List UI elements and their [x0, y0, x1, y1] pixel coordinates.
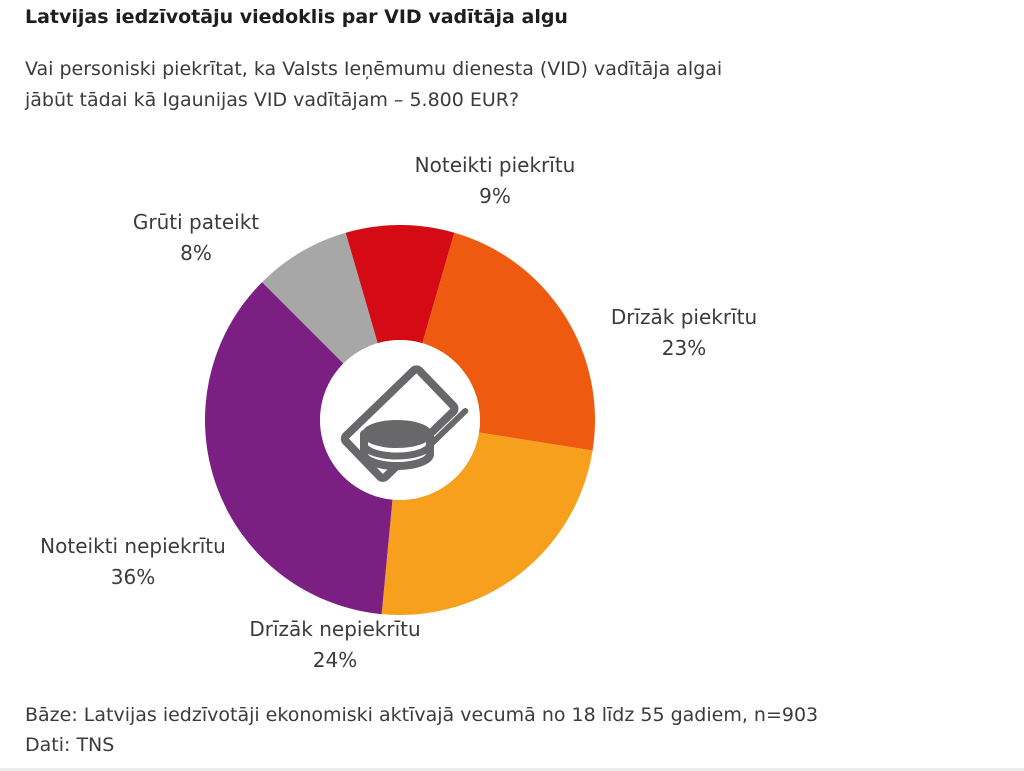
slice-label-noteikti-piekritu: Noteikti piekrītu 9% — [415, 150, 576, 212]
data-source-note: Dati: TNS — [25, 734, 115, 756]
coin-stack-icon — [360, 420, 434, 470]
slice-label-drizak-nepiekritu: Drīzāk nepiekrītu 24% — [249, 614, 420, 676]
slice-label-value: 36% — [110, 565, 156, 589]
page-title: Latvijas iedzīvotāju viedoklis par VID v… — [25, 6, 568, 28]
slice-label-text: Noteikti piekrītu — [414, 153, 576, 177]
donut-slice-5 — [262, 232, 378, 364]
slice-label-gruti-pateikt: Grūti pateikt 8% — [133, 207, 259, 269]
survey-question: Vai personiski piekrītat, ka Valsts Ieņē… — [25, 58, 723, 111]
slice-label-value: 9% — [479, 184, 511, 208]
footer-notes: Bāze: Latvijas iedzīvotāji ekonomiski ak… — [25, 700, 818, 760]
base-note: Bāze: Latvijas iedzīvotāji ekonomiski ak… — [25, 704, 819, 726]
donut-segments — [205, 225, 595, 615]
slice-label-value: 23% — [661, 336, 707, 360]
slice-label-text: Noteikti nepiekrītu — [40, 534, 226, 558]
donut-slice-1 — [345, 225, 455, 344]
donut-slice-2 — [422, 232, 595, 451]
slice-label-text: Grūti pateikt — [132, 210, 260, 234]
donut-slice-4 — [205, 282, 393, 615]
slice-label-text: Drīzāk nepiekrītu — [249, 617, 421, 641]
slice-label-noteikti-nepiekritu: Noteikti nepiekrītu 36% — [40, 531, 226, 593]
slice-label-value: 24% — [312, 648, 358, 672]
donut-chart — [205, 225, 595, 615]
slice-label-drizak-piekritu: Drīzāk piekrītu 23% — [611, 302, 757, 364]
money-icon — [340, 365, 469, 482]
slice-label-text: Drīzāk piekrītu — [610, 305, 758, 329]
bottom-divider — [0, 768, 1024, 771]
donut-slice-3 — [381, 432, 593, 615]
slice-label-value: 8% — [180, 241, 212, 265]
